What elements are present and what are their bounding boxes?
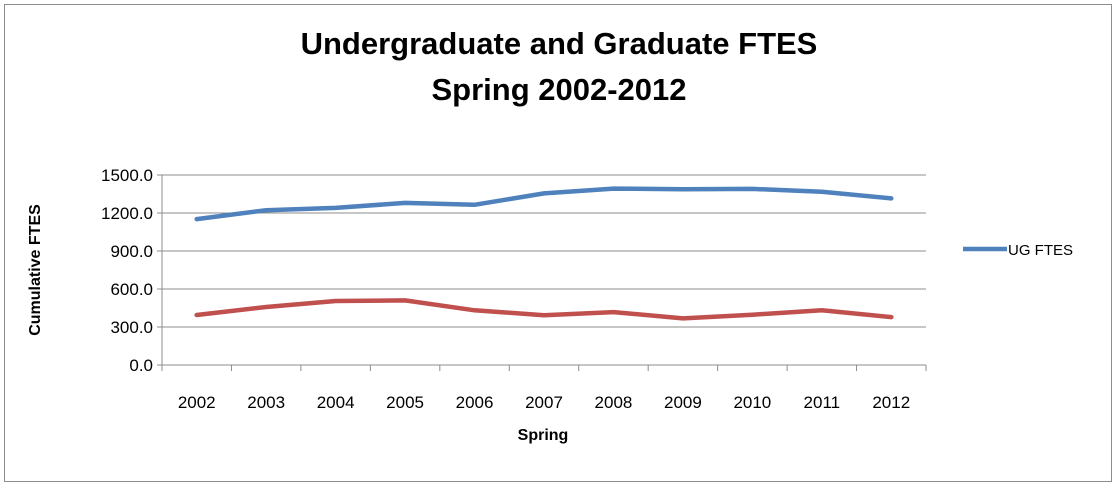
x-tick-label: 2006 (456, 393, 494, 412)
x-tick-label: 2007 (525, 393, 563, 412)
series-line-1 (194, 298, 894, 321)
y-tick-label: 300.0 (110, 318, 153, 337)
x-tick-label: 2005 (386, 393, 424, 412)
x-tick-label: 2002 (178, 393, 216, 412)
y-tick-label: 900.0 (110, 242, 153, 261)
x-tick-label: 2012 (872, 393, 910, 412)
x-axis-title: Spring (518, 427, 569, 444)
y-tick-label: 1200.0 (101, 204, 153, 223)
y-tick-label: 1500.0 (101, 166, 153, 185)
x-tick-label: 2009 (664, 393, 702, 412)
chart-title: Undergraduate and Graduate FTES (300, 26, 818, 61)
x-tick-label: 2010 (733, 393, 771, 412)
series-line-0 (194, 186, 894, 222)
y-axis-title: Cumulative FTES (27, 204, 44, 336)
y-tick-label: 0.0 (129, 356, 153, 375)
chart-subtitle: Spring 2002-2012 (431, 72, 687, 107)
chart-frame (4, 4, 1112, 482)
x-tick-label: 2011 (804, 393, 841, 412)
x-tick-label: 2004 (317, 393, 355, 412)
legend-label: UG FTES (1008, 242, 1073, 259)
x-tick-label: 2008 (595, 393, 633, 412)
x-tick-label: 2003 (247, 393, 285, 412)
y-tick-label: 600.0 (110, 280, 153, 299)
